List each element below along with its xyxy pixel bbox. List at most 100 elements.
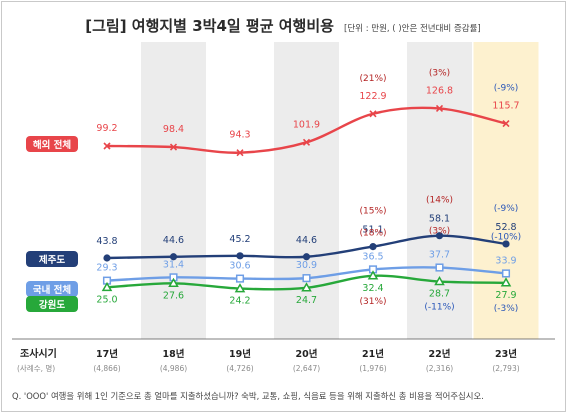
data-label: 30.9: [296, 260, 317, 271]
data-point-marker: [367, 270, 379, 280]
data-point-marker: [235, 274, 245, 283]
chart-unit-note: [단위 : 만원, ( )안은 전년대비 증감률]: [344, 23, 481, 34]
data-label: 36.5: [362, 251, 383, 262]
x-tick-label: 18년: [163, 348, 185, 360]
data-point-marker: [502, 240, 510, 248]
data-label: 44.6: [296, 235, 317, 246]
legend-label: 해외 전체: [33, 139, 71, 151]
x-tick-label: 23년: [495, 348, 517, 360]
data-point-marker: [169, 143, 178, 151]
data-point-marker: [302, 274, 311, 283]
change-label: (3%): [429, 68, 450, 78]
data-label: 122.9: [359, 91, 386, 102]
data-label: 32.4: [362, 283, 383, 294]
x-tick-label: 17년: [96, 348, 118, 360]
data-label: 99.2: [96, 123, 117, 134]
data-label: 52.8: [495, 222, 516, 233]
data-point-marker: [369, 110, 377, 118]
data-label: 115.7: [492, 101, 519, 112]
data-label: 94.3: [229, 130, 250, 141]
data-point-marker: [301, 282, 312, 292]
data-label: 98.4: [163, 124, 184, 135]
sample-size-label: (4,866): [93, 364, 120, 373]
sample-size-label: (4,726): [226, 364, 253, 373]
change-label: (31%): [359, 297, 386, 307]
legend-label: 제주도: [39, 254, 65, 266]
x-tick-label: 20년: [296, 348, 318, 360]
data-label: 101.9: [293, 119, 320, 130]
change-label: (18%): [359, 228, 386, 238]
data-label: 126.8: [426, 85, 453, 96]
data-point-marker: [434, 276, 445, 286]
data-point-marker: [103, 254, 111, 262]
data-point-marker: [236, 252, 244, 260]
legend-label: 국내 전체: [33, 284, 71, 296]
legend-box: [26, 281, 78, 297]
data-point-marker: [501, 269, 511, 278]
data-point-marker: [435, 232, 444, 240]
change-label: (14%): [426, 196, 453, 206]
sample-size-label: (2,316): [426, 364, 453, 373]
data-label: 44.6: [163, 235, 184, 246]
column-bands: [141, 42, 539, 339]
data-label: 27.6: [163, 290, 184, 301]
survey-question-footnote: Q. 'OOO' 여행을 위해 1인 기준으로 총 얼마를 지출하셨습니까? 숙…: [12, 391, 484, 401]
x-axis-sub-header: (사례수, 명): [17, 363, 55, 373]
data-label: 45.2: [229, 234, 250, 245]
data-label: 25.0: [96, 294, 117, 305]
data-label: 24.2: [229, 296, 250, 307]
data-label: 30.6: [229, 261, 250, 272]
data-point-marker: [302, 138, 311, 146]
data-label: 28.7: [429, 289, 450, 300]
x-tick-label: 22년: [429, 348, 451, 360]
data-point-marker: [302, 253, 311, 261]
legend-box: [26, 296, 78, 312]
column-band-shaded: [407, 42, 472, 339]
x-axis-header: 조사시기: [20, 347, 57, 360]
change-label: (-9%): [494, 84, 519, 94]
data-labels: 99.2 98.4 94.3 101.9 122.9 (21%) 126.8 (3%) 115.…: [96, 68, 521, 313]
column-band-shaded: [141, 42, 206, 339]
x-tick-label: 21년: [362, 348, 384, 360]
data-point-marker: [502, 119, 510, 128]
sample-size-label: (2,647): [293, 364, 320, 373]
column-band-latest: [473, 42, 539, 339]
legend-box: [26, 251, 78, 267]
data-point-marker: [435, 104, 444, 113]
data-label: 58.1: [429, 214, 450, 225]
data-point-marker: [500, 277, 512, 287]
data-label: 43.8: [96, 236, 117, 247]
data-point-marker: [234, 283, 246, 293]
change-label: (3%): [429, 227, 450, 237]
series-markers: [101, 104, 512, 293]
data-label: 29.3: [96, 263, 117, 274]
svg-text:[그림] 여행지별 3박4일 평균 여행비용 [: [그림] 여행지별 3박4일 평균 여행비용 [단위 : 만원, ( )안은 전…: [85, 16, 480, 35]
data-label: 31.4: [163, 259, 184, 270]
sample-size-label: (1,976): [359, 364, 386, 373]
legend-label: 강원도: [39, 299, 65, 311]
x-tick-label: 19년: [229, 348, 251, 360]
change-label: (21%): [359, 74, 386, 84]
change-label: (-3%): [494, 304, 519, 314]
data-label: 37.7: [429, 250, 450, 261]
data-label: 27.9: [495, 290, 516, 301]
data-label: 33.9: [495, 255, 516, 266]
change-label: (-10%): [491, 232, 521, 242]
change-label: (-11%): [424, 303, 454, 313]
x-axis-ticks: 17년 (4,866) 18년 (4,986) 19년 (4,726) 20년 (2,647)…: [93, 348, 519, 373]
sample-size-label: (2,793): [492, 364, 519, 373]
data-label: 51.1: [362, 225, 383, 236]
sample-size-label: (4,986): [160, 364, 187, 373]
data-label: 24.7: [296, 295, 317, 306]
data-point-marker: [169, 253, 178, 261]
data-point-marker: [101, 281, 113, 292]
change-label: (15%): [359, 207, 386, 217]
data-point-marker: [168, 277, 179, 288]
data-point-marker: [435, 263, 444, 272]
chart-title: [그림] 여행지별 3박4일 평균 여행비용: [85, 17, 334, 35]
data-point-marker: [369, 243, 377, 251]
legend-box: [26, 136, 78, 152]
data-point-marker: [236, 149, 244, 157]
